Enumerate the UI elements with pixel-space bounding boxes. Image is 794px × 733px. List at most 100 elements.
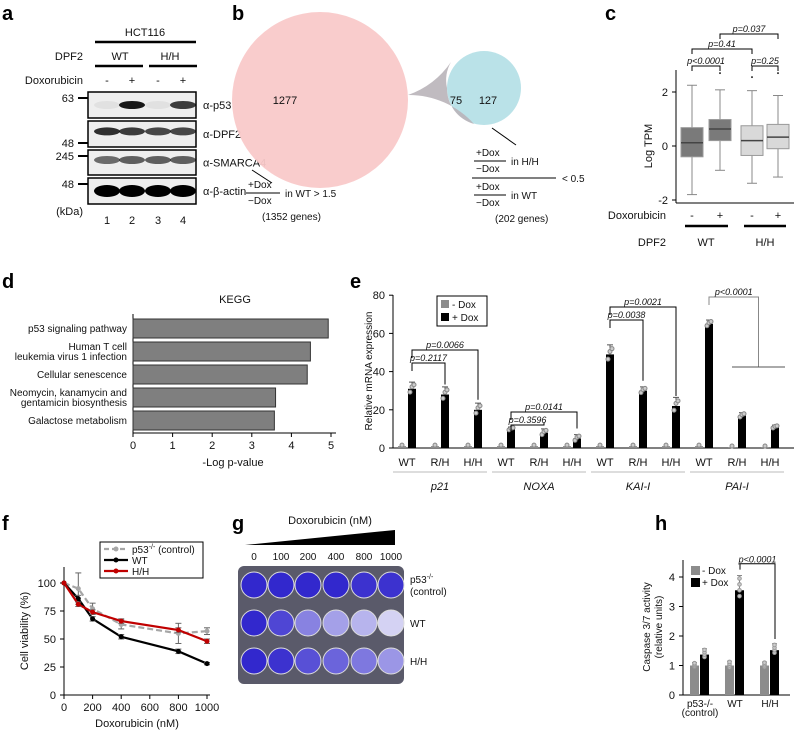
protein-band bbox=[94, 156, 120, 164]
venn-right-count: 127 bbox=[479, 95, 497, 107]
pathway-label: gentamicin biosynthesis bbox=[21, 398, 127, 409]
row-label-text: (control) bbox=[410, 587, 447, 598]
y-tick-label: 75 bbox=[44, 606, 56, 618]
bar-plus-dox bbox=[735, 590, 744, 695]
left-num: +Dox bbox=[248, 180, 272, 191]
dox-sign: - bbox=[105, 75, 109, 87]
dox-sign: - bbox=[690, 210, 694, 222]
data-point bbox=[737, 576, 742, 581]
legend-label: - Dox bbox=[452, 300, 476, 311]
pathway-label: leukemia virus 1 infection bbox=[15, 352, 127, 363]
bar-plus-dox bbox=[705, 323, 713, 448]
x-tick-label: 200 bbox=[83, 702, 101, 714]
well bbox=[377, 571, 405, 599]
row-label: WT bbox=[410, 619, 426, 630]
left-den: −Dox bbox=[248, 196, 272, 207]
bar-minus-dox bbox=[760, 665, 769, 695]
panel-label-e: e bbox=[350, 271, 361, 293]
data-point bbox=[696, 442, 702, 448]
p-value-label: p=0.2117 bbox=[409, 353, 448, 363]
western-blot-panel: HCT116 DPF2 WT H/H Doxorubicin - + - + α-p53… bbox=[25, 27, 266, 227]
bar-plus-dox bbox=[672, 405, 680, 448]
x-tick-label: H/H bbox=[662, 457, 681, 469]
significance-bracket bbox=[751, 65, 779, 71]
y-axis-label: Relative mRNA expression bbox=[364, 312, 375, 431]
significance-bracket bbox=[411, 362, 446, 385]
bar-plus-dox bbox=[639, 390, 647, 448]
data-point bbox=[432, 442, 438, 448]
pointer-line bbox=[251, 169, 273, 184]
data-point bbox=[118, 634, 124, 640]
data-point bbox=[477, 403, 483, 409]
well bbox=[294, 571, 322, 599]
legend-name: p53 bbox=[132, 545, 149, 556]
x-tick-label: R/H bbox=[629, 457, 648, 469]
dose-label: 800 bbox=[356, 552, 373, 563]
dose-label: 200 bbox=[300, 552, 317, 563]
data-point bbox=[774, 423, 780, 429]
data-point bbox=[762, 443, 768, 449]
y-tick-label: 2 bbox=[662, 87, 668, 99]
x-tick-label: p53-/- bbox=[687, 699, 713, 710]
marker-label: 48 bbox=[62, 179, 74, 191]
well bbox=[240, 647, 268, 675]
series-line bbox=[63, 582, 208, 665]
bar-plus-dox bbox=[738, 415, 746, 448]
x-tick-label: R/H bbox=[728, 457, 747, 469]
outlier-point bbox=[777, 72, 779, 75]
bar-plus-dox bbox=[606, 354, 614, 448]
well bbox=[322, 609, 350, 637]
dose-wedge bbox=[245, 530, 395, 545]
x-tick-label: 5 bbox=[328, 440, 334, 452]
significance-bracket bbox=[510, 422, 545, 433]
data-point bbox=[61, 580, 67, 586]
significance-bracket bbox=[609, 319, 644, 381]
y-tick-label: 2 bbox=[669, 631, 675, 643]
bar-minus-dox bbox=[725, 665, 734, 695]
x-tick-label: H/H bbox=[563, 457, 582, 469]
pathway-label: Cellular senescence bbox=[37, 370, 127, 381]
chart-title: KEGG bbox=[219, 294, 251, 306]
well bbox=[240, 571, 268, 599]
data-point bbox=[498, 442, 504, 448]
right-den2: −Dox bbox=[476, 198, 500, 209]
marker-label: 48 bbox=[62, 138, 74, 150]
row-label-text: H/H bbox=[410, 657, 427, 668]
lane-number: 3 bbox=[155, 215, 161, 227]
dose-label: 400 bbox=[328, 552, 345, 563]
antibody-label: α-β-actin bbox=[203, 186, 246, 198]
gene-label: PAI-I bbox=[725, 481, 749, 493]
caspase-bar-chart: 0 1 2 3 4 Caspase 3/7 activity (relative units… bbox=[642, 554, 790, 719]
data-point bbox=[531, 442, 537, 448]
well bbox=[267, 647, 295, 675]
protein-band bbox=[170, 127, 196, 136]
venn-overlap-count: 75 bbox=[450, 95, 462, 107]
p-value-label: p<0.0001 bbox=[714, 287, 753, 297]
significance-bracket bbox=[708, 296, 759, 367]
antibody-label: α-DPF2 bbox=[203, 129, 241, 141]
dose-label: 100 bbox=[273, 552, 290, 563]
significance-bracket bbox=[739, 563, 776, 639]
well bbox=[267, 571, 295, 599]
well bbox=[322, 647, 350, 675]
venn-diagram: 1277 75 127 +Dox −Dox in WT > 1.5 (1352 … bbox=[232, 12, 585, 225]
protein-band bbox=[170, 185, 196, 197]
data-point bbox=[729, 443, 735, 449]
panel-label-f: f bbox=[2, 513, 9, 535]
bar-plus-dox bbox=[441, 394, 449, 448]
right-count: (202 genes) bbox=[495, 214, 548, 225]
box bbox=[708, 119, 732, 142]
panel-label-d: d bbox=[2, 271, 14, 293]
dox-sign: + bbox=[129, 75, 135, 87]
venn-overlap bbox=[408, 62, 474, 124]
lane-number: 1 bbox=[104, 215, 110, 227]
bar-plus-dox bbox=[771, 426, 779, 448]
lane-number: 4 bbox=[180, 215, 186, 227]
well bbox=[322, 571, 350, 599]
well bbox=[267, 609, 295, 637]
significance-bracket bbox=[691, 48, 753, 54]
protein-band bbox=[119, 156, 145, 164]
group-label-wt: WT bbox=[111, 51, 128, 63]
legend-label: + Dox bbox=[452, 313, 478, 324]
